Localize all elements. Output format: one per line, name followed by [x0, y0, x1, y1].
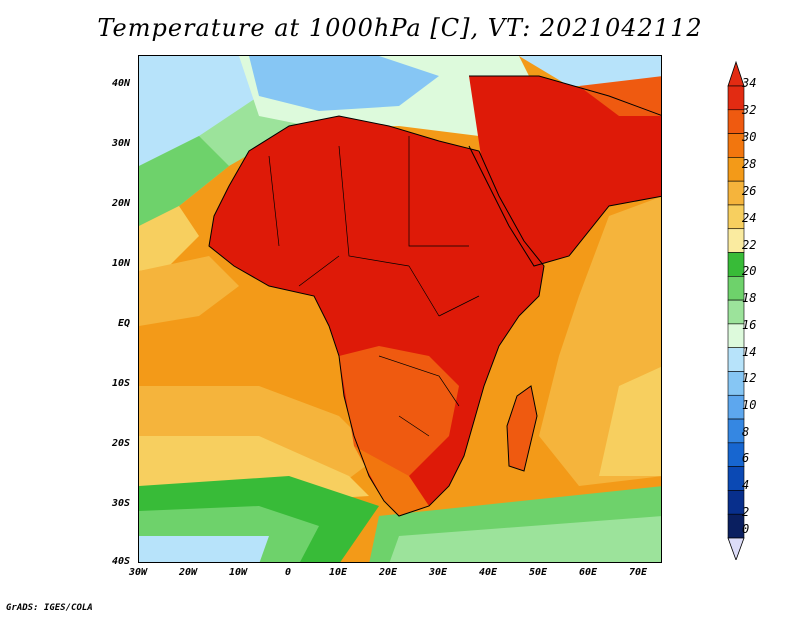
colorbar-label-16: 16	[742, 318, 757, 332]
lon-label-70e: 70E	[628, 567, 648, 578]
map-plot	[138, 55, 662, 563]
colorbar-label-26: 26	[742, 184, 757, 198]
lon-label-10w: 10W	[228, 567, 248, 578]
lon-label-20w: 20W	[178, 567, 198, 578]
colorbar-label-20: 20	[742, 264, 757, 278]
lon-label-0: 0	[284, 567, 292, 578]
colorbar-label-2: 2	[742, 505, 750, 519]
colorbar-label-8: 8	[742, 425, 750, 439]
lat-label-20n: 20N	[111, 198, 130, 209]
chart-title: Temperature at 1000hPa [C], VT: 20210421…	[97, 14, 703, 42]
lon-label-30w: 30W	[128, 567, 148, 578]
colorbar-label-0: 0	[742, 522, 750, 536]
lat-label-10n: 10N	[111, 258, 130, 269]
lon-label-40e: 40E	[478, 567, 498, 578]
colorbar-label-18: 18	[742, 291, 757, 305]
lat-label-30n: 30N	[111, 138, 130, 149]
colorbar-bottom-arrow	[727, 537, 745, 560]
lat-label-30s: 30S	[111, 498, 130, 509]
temperature-field	[139, 56, 661, 562]
lat-label-40s: 40S	[111, 556, 130, 567]
lon-label-50e: 50E	[528, 567, 548, 578]
lat-label-20s: 20S	[111, 438, 130, 449]
lon-label-10e: 10E	[328, 567, 348, 578]
colorbar-label-24: 24	[742, 211, 757, 225]
colorbar-label-14: 14	[742, 345, 757, 359]
lon-label-60e: 60E	[578, 567, 598, 578]
lat-label-10s: 10S	[111, 378, 130, 389]
colorbar-label-6: 6	[742, 451, 750, 465]
credit-label: GrADS: IGES/COLA	[6, 603, 93, 613]
colorbar-label-34: 34	[742, 76, 757, 90]
lon-label-30e: 30E	[428, 567, 448, 578]
colorbar-label-22: 22	[742, 238, 757, 252]
lon-label-20e: 20E	[378, 567, 398, 578]
lat-label-eq: EQ	[117, 318, 130, 329]
lat-label-40n: 40N	[111, 78, 130, 89]
colorbar-label-4: 4	[742, 478, 750, 492]
colorbar-label-28: 28	[742, 157, 757, 171]
colorbar-label-32: 32	[742, 103, 757, 117]
colorbar	[727, 60, 745, 560]
colorbar-label-30: 30	[742, 130, 757, 144]
colorbar-label-10: 10	[742, 398, 757, 412]
colorbar-label-12: 12	[742, 371, 757, 385]
